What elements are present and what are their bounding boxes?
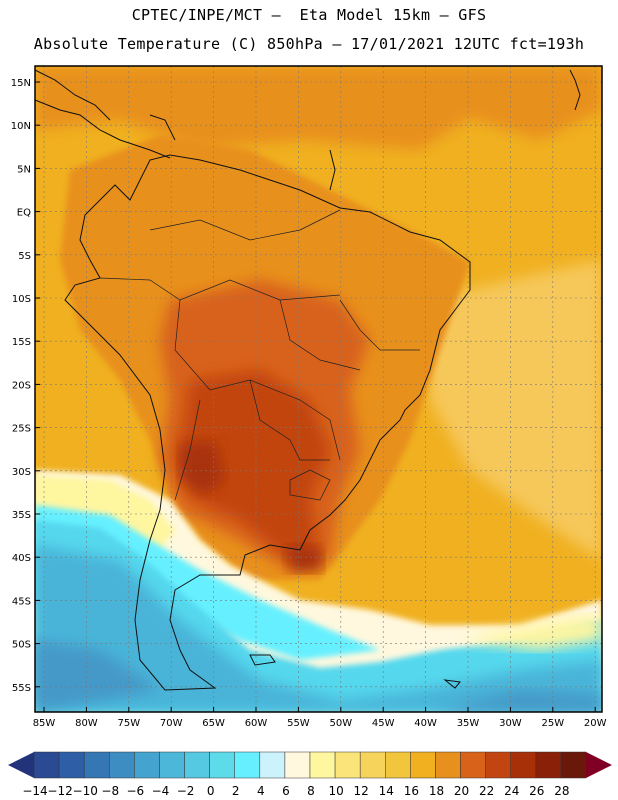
colorbar-arrow-high (586, 752, 612, 778)
colorbar-cell (460, 751, 486, 779)
colorbar-cell (83, 751, 110, 779)
colorbar-label: 4 (257, 784, 265, 798)
colorbar-label: −8 (101, 784, 119, 798)
longitude-label: 70W (160, 718, 183, 729)
colorbar-cell (33, 751, 60, 779)
longitude-label: 25W (541, 718, 564, 729)
colorbar-label: 26 (529, 784, 544, 798)
longitude-label: 40W (414, 718, 437, 729)
colorbar-label: 16 (404, 784, 419, 798)
latitude-label: 10N (11, 121, 31, 132)
latitude-label: 25S (12, 424, 31, 435)
colorbar-cell (134, 751, 160, 779)
colorbar-cell (485, 751, 511, 779)
colorbar-label: −10 (73, 784, 98, 798)
colorbar-cell (109, 751, 135, 779)
colorbar-cell (309, 751, 336, 779)
colorbar-cell (58, 751, 85, 779)
colorbar-cell (435, 751, 461, 779)
latitude-label: 5S (18, 251, 31, 262)
colorbar-cell (560, 751, 587, 779)
colorbar-cell (334, 751, 361, 779)
title-line-2: Absolute Temperature (C) 850hPa – 17/01/… (33, 35, 585, 53)
colorbar-label: 6 (282, 784, 290, 798)
temperature-field (35, 66, 602, 712)
colorbar-label: −6 (127, 784, 145, 798)
colorbar-cell (410, 751, 436, 779)
longitude-label: 65W (202, 718, 225, 729)
longitude-labels: 85W 80W 75W 70W 65W 60W 55W 50W 45W 40W 35W 30W 25W 2… (33, 707, 607, 729)
longitude-label: 55W (287, 718, 310, 729)
latitude-label: EQ (17, 208, 31, 219)
coastline (34, 69, 581, 691)
colorbar-label: 20 (454, 784, 469, 798)
colorbar-label: −2 (177, 784, 195, 798)
colorbar-cell (510, 751, 537, 779)
latitude-label: 10S (12, 294, 31, 305)
colorbar-label: 10 (328, 784, 343, 798)
latitude-label: 15S (12, 337, 31, 348)
longitude-label: 20W (584, 718, 607, 729)
latitude-labels: 15N 10N 5N EQ 5S 10S 15S 20S 25S 30S 35S 40S 45S 50S 5… (11, 78, 40, 694)
colorbar-label: 12 (354, 784, 369, 798)
colorbar-label: 14 (379, 784, 394, 798)
latitude-label: 20S (12, 380, 31, 391)
colorbar-label: 0 (207, 784, 215, 798)
longitude-label: 50W (329, 718, 352, 729)
colorbar-cell (535, 751, 562, 779)
colorbar-label: −14 (22, 784, 47, 798)
longitude-label: 85W (33, 718, 56, 729)
colorbar-label: 28 (554, 784, 569, 798)
map-frame (34, 65, 603, 713)
colorbar-cell (359, 751, 386, 779)
longitude-label: 45W (372, 718, 395, 729)
longitude-label: 35W (457, 718, 480, 729)
latitude-label: 50S (12, 640, 31, 651)
colorbar-arrow-low (8, 752, 34, 778)
colorbar-cell (184, 751, 210, 779)
colorbar-label: −4 (152, 784, 170, 798)
latitude-label: 55S (12, 683, 31, 694)
colorbar-label: −12 (47, 784, 72, 798)
longitude-label: 60W (245, 718, 268, 729)
latitude-label: 5N (17, 164, 31, 175)
colorbar-label: 24 (504, 784, 519, 798)
colorbar-label: 18 (429, 784, 444, 798)
longitude-label: 30W (499, 718, 522, 729)
colorbar-cell (234, 751, 261, 779)
latitude-label: 45S (12, 596, 31, 607)
colorbar-cell (259, 751, 286, 779)
latitude-label: 15N (11, 78, 31, 89)
longitude-label: 75W (117, 718, 140, 729)
longitude-label: 80W (75, 718, 98, 729)
latitude-label: 35S (12, 510, 31, 521)
latitude-label: 40S (12, 553, 31, 564)
colorbar-cell (209, 751, 235, 779)
colorbar-label: 8 (307, 784, 315, 798)
colorbar-cell (385, 751, 411, 779)
colorbar-cell (284, 751, 311, 779)
colorbar-label: 2 (232, 784, 240, 798)
colorbar-label: 22 (479, 784, 494, 798)
title-line-1: CPTEC/INPE/MCT – Eta Model 15km – GFS (131, 6, 487, 24)
latitude-label: 30S (12, 467, 31, 478)
country-borders (99, 209, 420, 501)
colorbar-cell (159, 751, 185, 779)
